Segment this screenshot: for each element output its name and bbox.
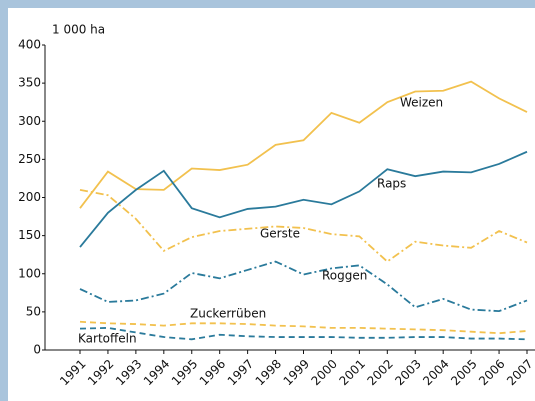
series-label: Roggen [322,269,367,283]
series-label: Gerste [260,227,300,241]
series-label: Weizen [400,96,443,110]
y-tick-label: 250 [18,152,41,166]
y-tick-label: 150 [18,228,41,242]
series-label: Kartoffeln [78,332,137,346]
y-tick-label: 50 [26,304,41,318]
y-tick-label: 100 [18,266,41,280]
background [8,8,535,401]
series-line [79,150,528,248]
series-label: Raps [377,177,406,191]
y-tick-label: 0 [33,343,41,357]
series-line [79,80,528,209]
series-line [79,326,528,341]
series-label: Zuckerrüben [190,307,266,321]
y-axis-label: 1 000 ha [52,23,105,37]
series-line [79,260,528,313]
series-line [79,188,528,263]
y-tick-label: 300 [18,114,41,128]
y-tick-label: 400 [18,38,41,52]
series-line [79,320,528,335]
y-tick-label: 350 [18,76,41,90]
y-tick-label: 200 [18,190,41,204]
